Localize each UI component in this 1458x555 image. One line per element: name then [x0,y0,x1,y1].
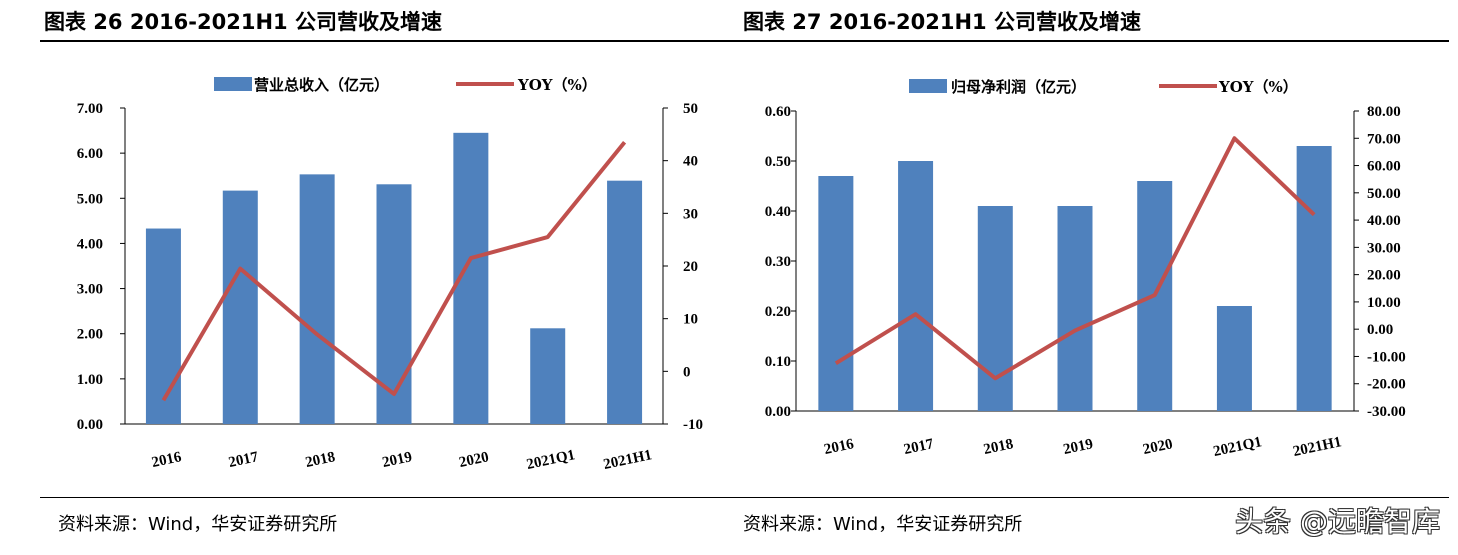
title-rule [729,40,1449,42]
category-label: 2018 [982,436,1015,458]
right-tick-label: 20.00 [1367,268,1401,284]
source-note: 资料来源：Wind，华安证券研究所 [58,514,338,535]
category-label: 2019 [381,449,414,471]
bar [376,184,412,424]
bar [898,161,934,411]
left-tick-label: 0.30 [765,254,791,270]
legend-bar-swatch [909,79,947,93]
category-label: 2016 [823,436,856,458]
right-tick-label: 30.00 [1367,240,1401,256]
left-tick-label: 2.00 [77,327,103,343]
category-label: 2017 [227,449,260,471]
figure-title: 图表 26 2016-2021H1 公司营收及增速 [44,10,442,34]
category-label: 2020 [1142,436,1175,458]
right-tick-label: -30.00 [1367,404,1406,420]
right-tick-label: 10.00 [1367,295,1401,311]
bar [145,228,181,424]
right-tick-label: 80.00 [1367,104,1401,120]
right-tick-label: 60.00 [1367,159,1401,175]
left-tick-label: 0.00 [765,404,791,420]
legend-bar-label: 归母净利润（亿元） [951,78,1086,96]
bar [1216,306,1252,411]
left-tick-label: 0.40 [765,204,791,220]
left-tick-label: 0.60 [765,104,791,120]
figure-26: 图表 26 2016-2021H1 公司营收及增速 0.00 1.00 2.00 3.… [40,10,729,535]
category-label: 2021H1 [1292,434,1343,460]
category-label: 2019 [1062,436,1095,458]
legend-line-label: YOY（%） [1218,78,1298,96]
bar [222,190,258,424]
category-label: 2020 [458,449,491,471]
net-profit-chart: 0.00 0.10 0.20 0.30 0.40 0.50 0.60 -30.00 -20.00… [765,78,1406,460]
right-tick-label: 0.00 [1367,322,1393,338]
right-tick-label: -10.00 [1367,349,1406,365]
legend-line-label: YOY（%） [517,76,597,94]
right-tick-label: 20 [683,259,698,275]
figure-title: 图表 27 2016-2021H1 公司营收及增速 [743,10,1141,34]
bar [818,176,854,411]
right-tick-label: 0 [683,364,691,380]
category-label: 2021Q1 [1212,434,1263,460]
right-tick-label: 50 [683,101,698,117]
right-tick-label: 70.00 [1367,131,1401,147]
bar [299,174,335,424]
source-rule [40,497,729,498]
bar [1057,206,1093,411]
right-tick-label: 50.00 [1367,186,1401,202]
left-tick-label: 7.00 [77,101,103,117]
left-tick-label: 0.50 [765,154,791,170]
left-tick-label: 4.00 [77,236,103,252]
right-tick-label: -10 [683,417,703,433]
left-tick-label: 1.00 [77,372,103,388]
legend-bar-swatch [214,77,252,91]
left-tick-label: 3.00 [77,282,103,298]
left-tick-label: 0.00 [77,417,103,433]
bar [530,328,566,424]
title-rule [40,40,729,42]
left-tick-label: 6.00 [77,146,103,162]
source-note: 资料来源：Wind，华安证券研究所 [743,514,1023,535]
right-tick-label: 10 [683,312,698,328]
right-tick-label: 30 [683,206,698,222]
right-tick-label: 40.00 [1367,213,1401,229]
left-tick-label: 5.00 [77,191,103,207]
category-label: 2017 [902,436,935,458]
left-tick-label: 0.20 [765,304,791,320]
right-tick-label: 40 [683,154,698,170]
category-label: 2021Q1 [525,447,576,473]
bar [1296,146,1332,411]
figure-27: 图表 27 2016-2021H1 公司营收及增速 0.00 0.10 0.20 0.… [729,0,1458,555]
category-label: 2018 [304,449,337,471]
source-rule [729,497,1449,498]
legend-bar-label: 营业总收入（亿元） [254,76,389,94]
watermark: 头条 @远瞻智库 [1235,505,1440,538]
right-tick-label: -20.00 [1367,377,1406,393]
revenue-chart: 0.00 1.00 2.00 3.00 4.00 5.00 6.00 7.00 -10 0 10 20… [77,76,703,473]
category-label: 2021H1 [602,447,653,473]
left-tick-label: 0.10 [765,354,791,370]
category-label: 2016 [150,449,183,471]
bar [607,180,643,424]
